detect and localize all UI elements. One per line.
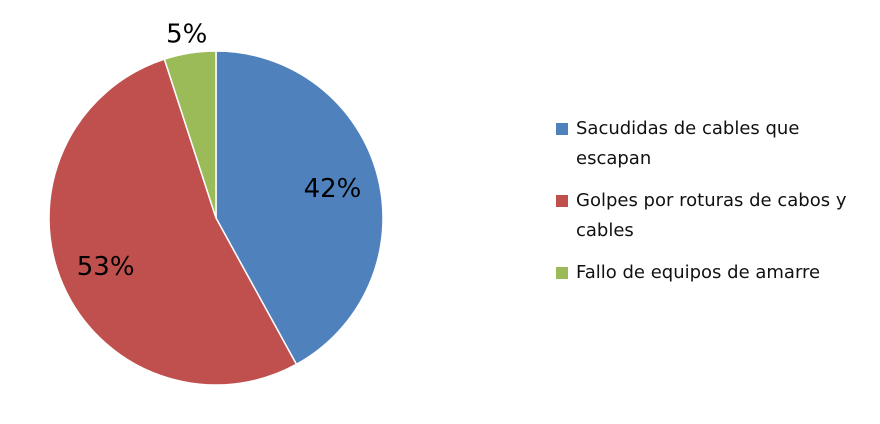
data-label: 5%: [166, 19, 207, 49]
pie-slice: [215, 50, 384, 366]
data-label: 53%: [77, 252, 135, 282]
data-label: 42%: [304, 174, 362, 204]
legend-label: Golpes por roturas de cabos y cables: [576, 190, 847, 241]
legend-item: Golpes por roturas de cabos y cables: [556, 186, 876, 246]
legend-label: Fallo de equipos de amarre: [576, 262, 821, 283]
legend-swatch: [556, 195, 568, 207]
legend-swatch: [556, 267, 568, 279]
legend: Sacudidas de cables que escapan Golpes p…: [556, 114, 876, 300]
legend-item: Sacudidas de cables que escapan: [556, 114, 876, 174]
pie-slice: [163, 50, 217, 219]
legend-item: Fallo de equipos de amarre: [556, 258, 876, 288]
pie-slice: [48, 58, 298, 386]
legend-label: Sacudidas de cables que escapan: [576, 118, 800, 169]
legend-swatch: [556, 123, 568, 135]
